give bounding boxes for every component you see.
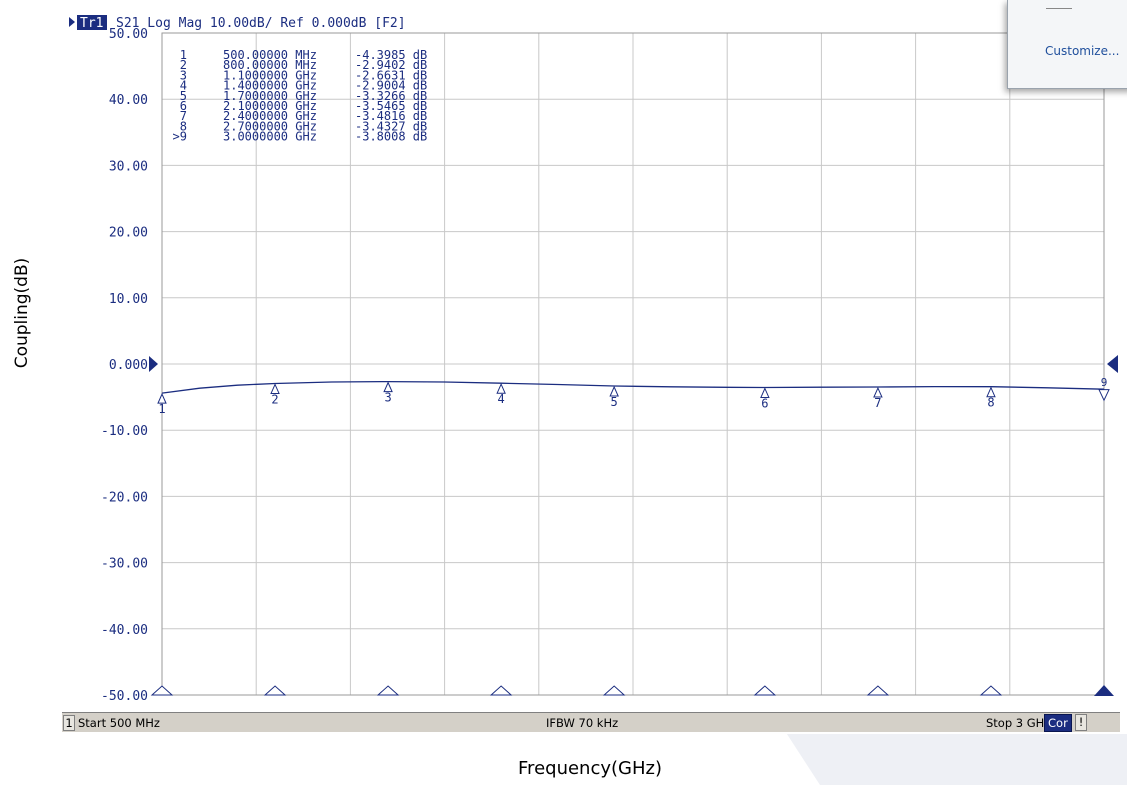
marker-triangle-icon	[1098, 389, 1110, 402]
status-bar: 1 Start 500 MHz IFBW 70 kHz Stop 3 GHz C…	[62, 712, 1120, 732]
reference-right-marker-icon	[1107, 355, 1118, 373]
marker-table-value: -3.3266 dB	[355, 89, 427, 103]
marker-table-frequency: 500.00000 MHz	[223, 48, 317, 62]
stimulus-marker-icon	[979, 685, 1003, 696]
marker-triangle-icon	[383, 381, 393, 393]
trace-badge-bg[interactable]	[77, 15, 107, 30]
stimulus-marker-icon	[150, 685, 174, 696]
y-tick-label: 30.00	[109, 159, 148, 174]
marker-label: 6	[761, 396, 768, 410]
marker-triangle-icon	[986, 386, 996, 398]
chart-plot: 50.00 40.00 30.00 20.00 10.00 0.000 -10.00 -20.…	[62, 14, 1127, 714]
y-tick-label: 0.000	[109, 358, 148, 373]
marker-table-value: -4.3985 dB	[355, 48, 427, 62]
y-tick-label: -30.00	[101, 557, 148, 572]
marker-table-frequency: 2.4000000 GHz	[223, 109, 317, 123]
marker-triangle-icon	[157, 392, 167, 404]
marker-label: 2	[271, 392, 278, 406]
marker-label: 1	[158, 402, 165, 416]
warning-indicator[interactable]: !	[1075, 714, 1087, 731]
marker-triangle-icon	[873, 386, 883, 398]
stimulus-marker-icon	[263, 685, 287, 696]
stop-frequency[interactable]: Stop 3 GHz	[986, 716, 1051, 730]
stimulus-marker-icon	[753, 685, 777, 696]
marker-table-id: 7	[180, 109, 187, 123]
popup-item-stub	[1046, 0, 1072, 9]
y-tick-label: -50.00	[101, 689, 148, 704]
correction-status[interactable]: Cor	[1044, 714, 1072, 732]
stimulus-marker-icon	[376, 685, 400, 696]
y-tick-labels: 50.00 40.00 30.00 20.00 10.00 0.000 -10.00 -20.…	[101, 27, 148, 704]
y-tick-label: -40.00	[101, 623, 148, 638]
marker-table: 1 500.00000 MHz -4.3985 dB 2 800.00000 MHz -2…	[173, 48, 428, 144]
marker-table-frequency: 800.00000 MHz	[223, 58, 317, 72]
marker-table-value: -3.4816 dB	[355, 109, 427, 123]
y-tick-label: 20.00	[109, 226, 148, 241]
marker-label: 7	[874, 396, 881, 410]
marker-triangle-icon	[760, 387, 770, 398]
trace-info: S21 Log Mag 10.00dB/ Ref 0.000dB [F2]	[116, 16, 406, 31]
stimulus-marker-icon	[602, 685, 626, 696]
marker-label: 3	[384, 391, 391, 405]
marker-table-frequency: 3.0000000 GHz	[223, 130, 317, 144]
marker-label: 5	[611, 395, 618, 409]
marker-triangle-icon	[609, 385, 619, 397]
trace-arrow-icon	[69, 17, 75, 27]
marker-table-frequency: 1.4000000 GHz	[223, 79, 317, 93]
marker-table-id: 6	[180, 99, 187, 113]
marker-table-value: -2.6631 dB	[355, 68, 427, 82]
reference-level-markers	[149, 355, 1118, 373]
y-tick-label: 10.00	[109, 292, 148, 307]
marker-table-frequency: 2.7000000 GHz	[223, 119, 317, 133]
marker-table-id: 2	[180, 58, 187, 72]
channel-indicator[interactable]: 1	[63, 715, 75, 731]
marker-table-value: -3.8008 dB	[355, 130, 427, 144]
context-popup: Customize...	[1007, 0, 1127, 89]
marker-table-value: -2.9004 dB	[355, 79, 427, 93]
marker-table-id: >9	[173, 130, 187, 144]
stimulus-markers	[150, 685, 1114, 696]
customize-link[interactable]: Customize...	[1045, 44, 1120, 58]
stimulus-marker-icon	[489, 685, 513, 696]
y-tick-label: 40.00	[109, 93, 148, 108]
stimulus-marker-icon	[1094, 685, 1114, 696]
marker-table-id: 4	[180, 79, 187, 93]
marker-table-id: 3	[180, 68, 187, 82]
marker-table-frequency: 1.1000000 GHz	[223, 68, 317, 82]
analyzer-window: 50.00 40.00 30.00 20.00 10.00 0.000 -10.00 -20.…	[62, 14, 1127, 734]
plot-frame	[161, 32, 1105, 696]
y-tick-label: -20.00	[101, 490, 148, 505]
marker-table-frequency: 1.7000000 GHz	[223, 89, 317, 103]
x-axis-label: Frequency(GHz)	[518, 758, 662, 779]
y-axis-label: Coupling(dB)	[12, 257, 32, 369]
stimulus-marker-icon	[866, 685, 890, 696]
marker-label: 4	[498, 392, 505, 406]
y-tick-label: -10.00	[101, 424, 148, 439]
gridlines	[161, 32, 1105, 696]
trace-markers: 1 2 3 4 5 6 7 8 9	[157, 376, 1110, 416]
marker-triangle-icon	[270, 383, 280, 394]
y-tick-label: 50.00	[109, 27, 148, 42]
start-frequency[interactable]: Start 500 MHz	[78, 716, 160, 730]
marker-label: 8	[987, 396, 994, 410]
marker-table-value: -2.9402 dB	[355, 58, 427, 72]
trace-header: Tr1 S21 Log Mag 10.00dB/ Ref 0.000dB [F2…	[69, 15, 406, 31]
marker-table-id: 1	[180, 48, 187, 62]
ifbw-label[interactable]: IFBW 70 kHz	[546, 716, 619, 730]
marker-table-frequency: 2.1000000 GHz	[223, 99, 317, 113]
marker-triangle-icon	[496, 382, 506, 394]
marker-table-value: -3.4327 dB	[355, 119, 427, 133]
marker-label: 9	[1101, 376, 1108, 389]
marker-table-id: 8	[180, 119, 187, 133]
trace-badge[interactable]: Tr1	[80, 16, 103, 31]
marker-table-value: -3.5465 dB	[355, 99, 427, 113]
marker-table-id: 5	[180, 89, 187, 103]
reference-left-marker-icon	[149, 356, 158, 372]
